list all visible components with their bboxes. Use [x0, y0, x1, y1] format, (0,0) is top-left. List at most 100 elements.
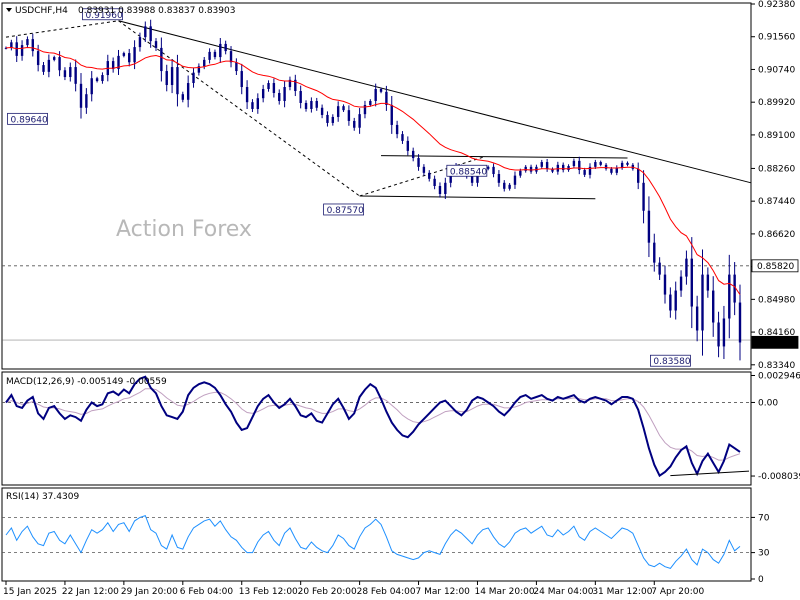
candle-body [181, 94, 185, 100]
level-labels: 0.91960 0.89640 0.87570 0.88540 0.83580 [7, 8, 691, 367]
macd-label: MACD(12,26,9) -0.005149 -0.00559 [6, 377, 167, 387]
trendline [118, 20, 360, 197]
level-label: 0.91960 [82, 8, 123, 21]
candle-body [695, 306, 699, 331]
candle-body [165, 71, 168, 86]
candle-body [304, 102, 308, 109]
candle-body [444, 182, 447, 194]
time-tick-label: 6 Feb 04:00 [180, 587, 234, 597]
candle-body [240, 71, 243, 88]
price-tick-label: 0.84160 [758, 328, 795, 338]
price-panel-frame [1, 2, 752, 370]
time-tick-label: 24 Mar 04:00 [533, 587, 593, 597]
candle-body [278, 93, 281, 101]
time-axis: 15 Jan 2025 22 Jan 12:00 29 Jan 20:00 6 Feb… [3, 581, 705, 597]
candle-body [567, 166, 570, 171]
symbol-label: USDCHF,H4 [15, 6, 68, 16]
candle-body [31, 39, 34, 52]
candle-body [69, 67, 72, 78]
candle-body [470, 175, 474, 183]
candle-body [267, 83, 270, 90]
candle-body [197, 66, 201, 73]
candle-body [717, 322, 720, 347]
time-tick-label: 31 Mar 12:00 [592, 587, 652, 597]
candle-body [374, 89, 377, 101]
candle-body [637, 168, 640, 183]
candle-body [10, 42, 13, 48]
time-tick-label: 28 Feb 04:00 [357, 587, 416, 597]
candle-body [379, 89, 383, 92]
candle-body [347, 110, 351, 121]
price-tick-label: 0.88260 [758, 164, 795, 174]
watermark: Action Forex [116, 217, 252, 242]
candle-body [154, 41, 158, 48]
candle-body [272, 83, 276, 94]
level-label-box [446, 164, 488, 177]
candle-body [706, 274, 710, 291]
moving-average-line [5, 46, 741, 295]
candle-body [283, 87, 286, 101]
candle-body [331, 116, 335, 123]
macd-tick-label: 0.00 [758, 398, 778, 408]
candle-body [406, 140, 410, 151]
candle-body [626, 162, 629, 165]
time-tick-label: 29 Jan 20:00 [121, 587, 178, 597]
candle-body [411, 150, 415, 159]
candle-body [353, 120, 356, 128]
candle-body [288, 79, 292, 88]
candle-body [674, 290, 677, 311]
price-tick-label: 0.90740 [758, 65, 795, 75]
macd-tick-label: 0.002946 [758, 371, 800, 381]
candle-body [369, 100, 372, 105]
candle-body [160, 47, 163, 72]
candle-body [58, 57, 61, 71]
candle-body [540, 162, 543, 167]
candle-body [36, 51, 40, 66]
candle-body [492, 166, 495, 175]
candle-body [79, 83, 83, 108]
price-axis: 0.92380 0.91560 0.90740 0.89920 0.89100 0.882… [751, 0, 799, 371]
candle-body [26, 39, 29, 46]
candle-body [299, 91, 302, 103]
price-tag-box [751, 259, 799, 273]
level-label-text: 0.89640 [11, 115, 48, 125]
macd-annotation-line [670, 470, 750, 477]
candle-body [326, 114, 329, 123]
candle-body [363, 104, 367, 115]
candle-body [653, 242, 656, 263]
candle-body [556, 164, 560, 172]
rsi-panel: 70 30 0 RSI(14) 37.4309 [1, 487, 770, 585]
trendline [381, 155, 628, 159]
candle-body [229, 51, 233, 63]
candle-body [213, 51, 217, 58]
price-reference-lines [2, 265, 751, 341]
price-tick-label: 0.86620 [758, 230, 795, 240]
price-tick-label: 0.89100 [758, 131, 795, 141]
candle-body [208, 51, 211, 60]
candle-body [261, 89, 265, 99]
candle-body [486, 166, 490, 169]
price-tick-label: 0.87440 [758, 197, 795, 207]
trendlines [5, 20, 752, 200]
dropdown-triangle-icon[interactable] [6, 8, 12, 12]
candle-body [4, 47, 8, 49]
level-label: 0.87570 [323, 203, 364, 216]
candle-body [390, 104, 393, 125]
candle-body [663, 274, 667, 295]
candle-body [524, 166, 527, 171]
level-label-box [7, 112, 48, 125]
candle-body [385, 91, 388, 105]
candle-body [53, 57, 56, 60]
candle-body [203, 59, 206, 67]
time-tick-label: 14 Mar 20:00 [474, 587, 534, 597]
candle-body [497, 174, 501, 183]
candle-body [101, 75, 104, 82]
candle-body [138, 37, 142, 48]
candle-body [294, 79, 297, 92]
candle-body [74, 67, 77, 84]
candle-body [679, 276, 683, 291]
candle-body [604, 164, 608, 169]
candle-body [20, 45, 24, 56]
price-tag-text: 0.85820 [757, 262, 794, 272]
